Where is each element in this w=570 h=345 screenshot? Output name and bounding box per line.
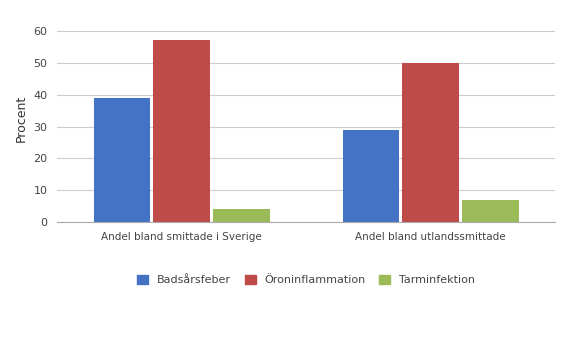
Bar [93, 98, 150, 222]
Bar [402, 63, 459, 222]
Legend: Badsårsfeber, Öroninflammation, Tarminfektion: Badsårsfeber, Öroninflammation, Tarminfe… [132, 269, 481, 291]
Bar [153, 40, 210, 222]
Y-axis label: Procent: Procent [15, 95, 28, 142]
Bar [343, 130, 399, 222]
Bar [213, 209, 270, 222]
Bar [462, 200, 519, 222]
